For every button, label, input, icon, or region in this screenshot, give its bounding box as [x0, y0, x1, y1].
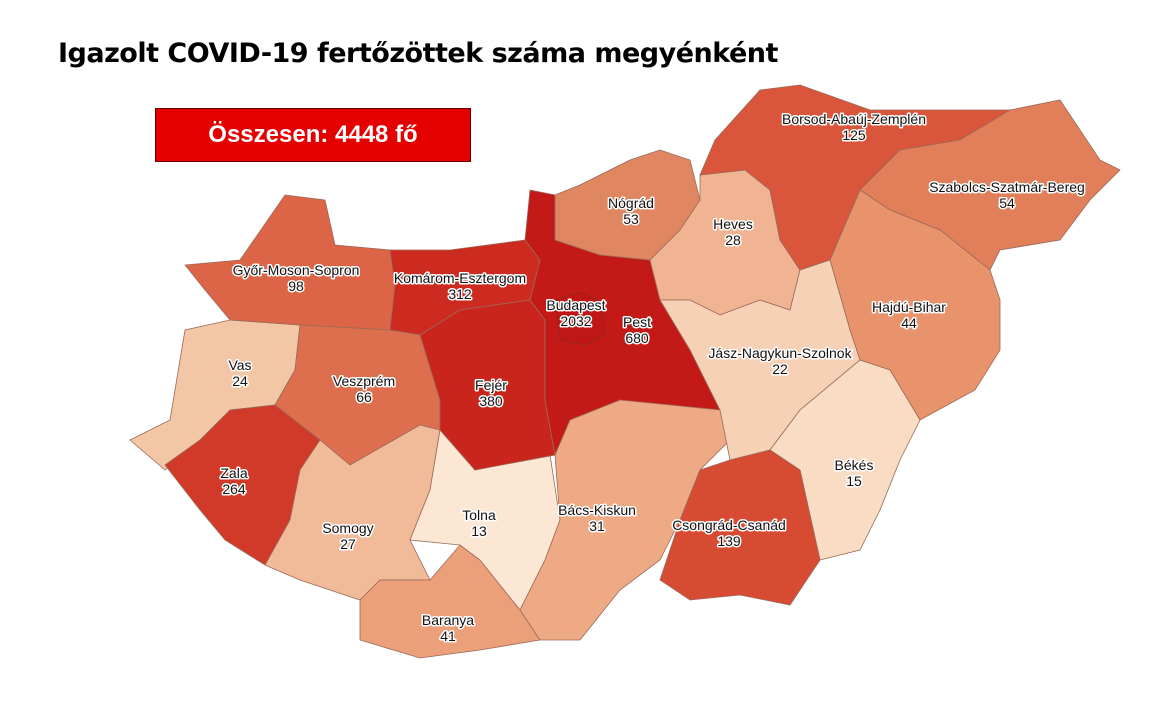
county-value-label: 125	[842, 127, 866, 143]
county-value-label: 13	[471, 523, 487, 539]
county-value-label: 53	[623, 211, 639, 227]
county-name-label: Pest	[623, 314, 651, 330]
county-name-label: Szabolcs-Szatmár-Bereg	[929, 179, 1085, 195]
total-badge: Összesen: 4448 fő	[155, 108, 471, 162]
county-name-label: Baranya	[422, 612, 474, 628]
county-value-label: 139	[717, 533, 741, 549]
county-value-label: 31	[589, 518, 605, 534]
county-csongrad	[659, 449, 821, 606]
county-value-label: 24	[232, 373, 248, 389]
county-value-label: 54	[999, 195, 1015, 211]
county-name-label: Vas	[228, 357, 251, 373]
county-name-label: Csongrád-Csanád	[672, 517, 786, 533]
county-value-label: 28	[725, 232, 741, 248]
county-name-label: Veszprém	[333, 373, 395, 389]
county-value-label: 98	[288, 278, 304, 294]
page-title: Igazolt COVID-19 fertőzöttek száma megyé…	[58, 38, 778, 69]
county-value-label: 380	[479, 393, 503, 409]
county-value-label: 41	[440, 628, 456, 644]
county-value-label: 44	[901, 315, 917, 331]
county-jnsz	[659, 259, 861, 461]
county-name-label: Tolna	[462, 507, 496, 523]
county-bacs	[519, 399, 731, 641]
county-name-label: Győr-Moson-Sopron	[233, 262, 360, 278]
county-value-label: 22	[772, 361, 788, 377]
county-name-label: Heves	[713, 216, 753, 232]
county-value-label: 66	[356, 389, 372, 405]
county-name-label: Hajdú-Bihar	[872, 299, 946, 315]
county-name-label: Békés	[835, 457, 874, 473]
county-name-label: Budapest	[546, 297, 605, 313]
county-name-label: Zala	[220, 465, 247, 481]
county-value-label: 2032	[560, 313, 591, 329]
county-name-label: Nógrád	[608, 195, 654, 211]
county-name-label: Jász-Nagykun-Szolnok	[708, 345, 852, 361]
county-value-label: 264	[222, 481, 246, 497]
county-name-label: Somogy	[322, 520, 373, 536]
county-name-label: Bács-Kiskun	[558, 502, 636, 518]
county-value-label: 312	[448, 286, 472, 302]
county-name-label: Komárom-Esztergom	[394, 270, 526, 286]
county-value-label: 15	[846, 473, 862, 489]
county-value-label: 27	[340, 536, 356, 552]
county-value-label: 680	[625, 330, 649, 346]
county-name-label: Fejér	[475, 377, 507, 393]
county-name-label: Borsod-Abaúj-Zemplén	[782, 111, 926, 127]
county-budapest	[554, 291, 606, 346]
